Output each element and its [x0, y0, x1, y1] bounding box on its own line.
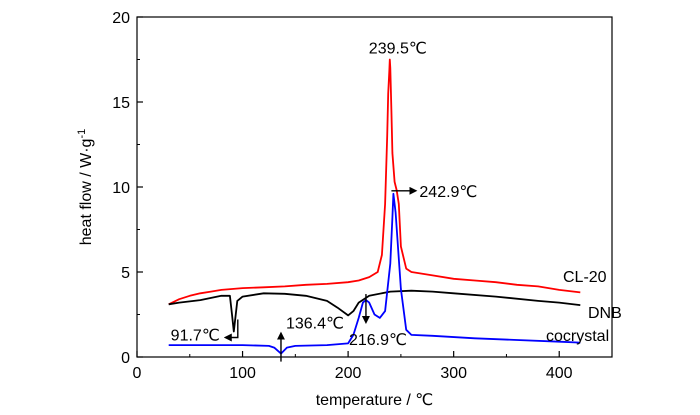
y-tick-label: 5 [121, 265, 130, 282]
annotation-label: 136.4℃ [286, 316, 344, 333]
annotation-label: 216.9℃ [349, 332, 407, 349]
series-line-cl20 [168, 58, 581, 306]
series-line-dnb [168, 289, 581, 333]
x-axis-title: temperature / ℃ [316, 392, 434, 409]
axis-ticks: 0 100 200 300 400 0 5 10 15 20 [112, 10, 572, 382]
annotation-arrow [223, 319, 239, 342]
annotation-label: 91.7℃ [171, 328, 220, 345]
series-label-cl20: CL-20 [563, 269, 607, 286]
x-tick-label: 0 [133, 365, 142, 382]
x-tick-label: 400 [546, 365, 573, 382]
series-layer [168, 58, 581, 355]
y-tick-label: 0 [121, 350, 130, 367]
series-line-cocrystal [168, 192, 581, 355]
y-tick-label: 10 [112, 180, 130, 197]
x-tick-label: 200 [335, 365, 362, 382]
y-axis-title-sup: -1 [76, 129, 88, 139]
x-tick-label: 100 [229, 365, 256, 382]
annotation-label: 239.5℃ [369, 41, 427, 58]
x-tick-label: 300 [440, 365, 467, 382]
annotation-label: 242.9℃ [419, 184, 477, 201]
plot-frame [136, 16, 613, 358]
annotation-layer: 239.5℃ 242.9℃ 91.7℃ 136.4℃ 216.9℃ [171, 41, 477, 362]
y-tick-label: 15 [112, 95, 130, 112]
series-label-dnb: DNB [588, 305, 622, 322]
series-label-cocrystal: cocrystal [546, 328, 609, 345]
y-axis-title-main: heat flow / W·g [78, 139, 95, 246]
y-tick-label: 20 [112, 10, 130, 27]
y-axis-title: heat flow / W·g-1 [76, 129, 95, 245]
